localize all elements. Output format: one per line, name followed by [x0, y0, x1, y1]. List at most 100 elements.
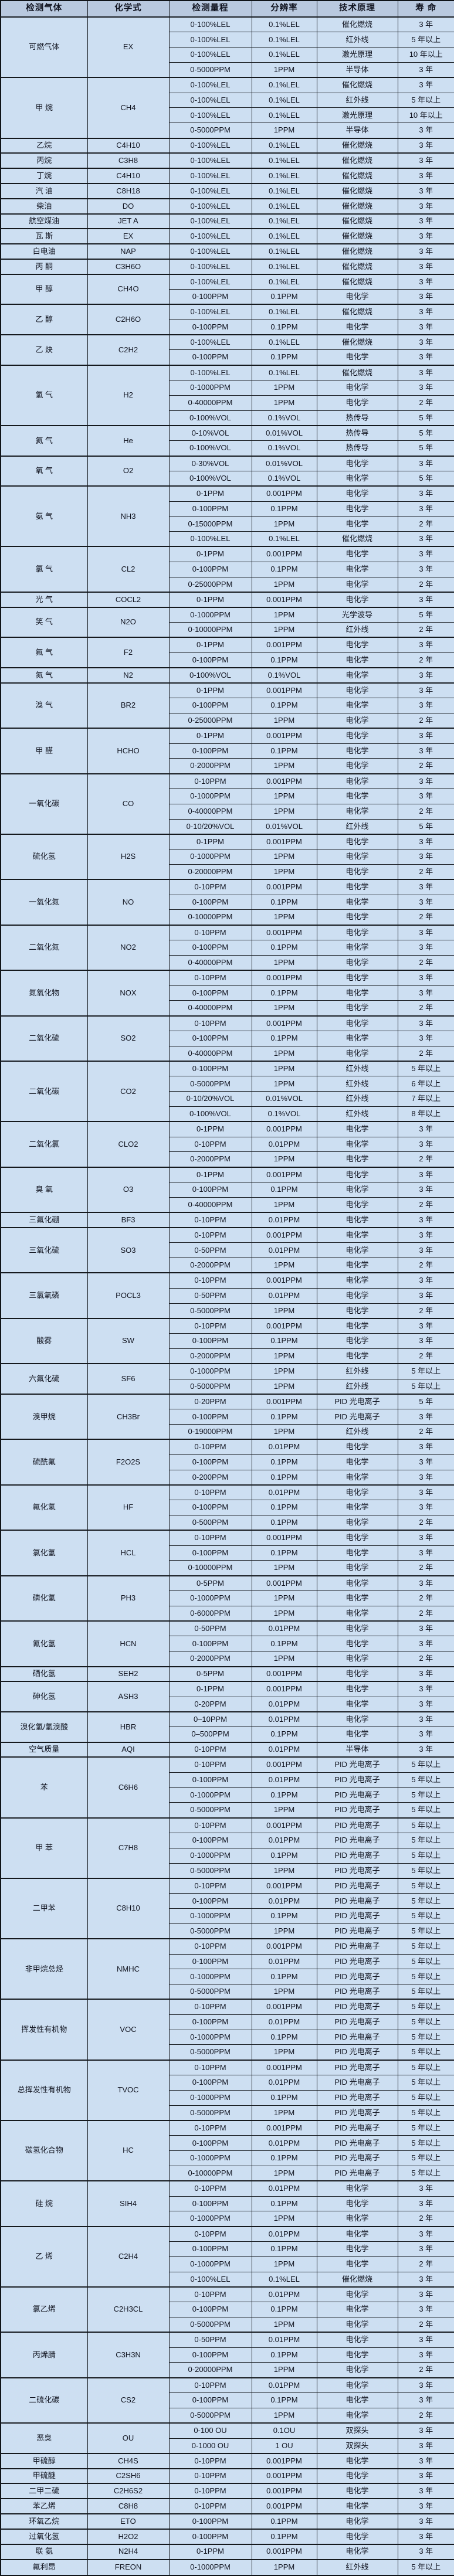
lifespan-cell: 3 年 [397, 213, 454, 229]
range-cell: 0-100PPM [168, 1772, 252, 1788]
table-row: 联 氨 N2H4 0-1PPM 0.001PPM 电化学 3 年 [0, 2543, 454, 2560]
resolution-cell: 1PPM [251, 1923, 317, 1939]
principle-cell: 电化学 [316, 909, 398, 926]
table-row: 0-1000PPM 1PPM 电化学 2 年 [1, 2211, 454, 2227]
principle-cell: 热传导 [316, 440, 398, 457]
range-cell: 0-100PPM [168, 2196, 252, 2212]
gas-name-cell: 光 气 [0, 591, 88, 608]
table-row: 臭 氧 O3 0-1PPM 0.001PPM 电化学 3 年 [0, 1166, 454, 1213]
resolution-cell: 1PPM [251, 576, 317, 593]
resolution-cell: 0.001PPM [251, 2452, 317, 2469]
table-row: 航空煤油 JET A 0-100%LEL 0.1%LEL 催化燃烧 3 年 [0, 213, 454, 229]
lifespan-cell: 3 年 [397, 2483, 454, 2499]
resolution-cell: 0.1PPM [251, 289, 317, 305]
range-cell: 0-25000PPM [168, 576, 252, 593]
table-row: 六氟化硫 SF6 0-1000PPM 1PPM 红外线 5 年以上 [0, 1363, 454, 1395]
resolution-cell: 0.1%LEL [251, 182, 317, 199]
range-cell: 0-1000PPM [168, 380, 252, 396]
table-row: 二氧化氯 CLO2 0-1PPM 0.001PPM 电化学 3 年 [0, 1121, 454, 1168]
resolution-cell: 1PPM [251, 1591, 317, 1606]
gas-name-cell: 航空煤油 [0, 213, 88, 229]
principle-cell: PID 光电离子 [316, 1863, 398, 1879]
table-row: 氨 气 NH3 0-1PPM 0.001PPM 电化学 3 年 [0, 485, 454, 547]
table-row: 0-1000PPM 1PPM 电化学 2 年 [1, 2256, 454, 2272]
principle-cell: PID 光电离子 [316, 2075, 398, 2091]
range-cell: 0-100%VOL [168, 667, 252, 684]
formula-cell: CH4O [87, 273, 170, 305]
range-cell: 0-100PPM [168, 1500, 252, 1515]
table-row: 二硫化碳 CS2 0-10PPM 0.01PPM 电化学 3 年 [0, 2377, 454, 2424]
principle-cell: PID 光电离子 [316, 2165, 398, 2181]
lifespan-cell: 3 年 [397, 833, 454, 850]
gas-name-cell: 丁烷 [0, 168, 88, 184]
resolution-cell: 1PPM [251, 1151, 317, 1168]
lifespan-cell: 3 年 [397, 62, 454, 78]
lifespan-cell: 2 年 [397, 1045, 454, 1062]
principle-cell: 催化燃烧 [316, 152, 398, 169]
gas-name-cell: 硫化氢 [0, 833, 88, 880]
lifespan-cell: 5 年 [397, 424, 454, 441]
range-cell: 0-1PPM [168, 591, 252, 608]
range-cell: 0-10/20%VOL [168, 1091, 252, 1107]
range-cell: 0-2000PPM [168, 758, 252, 774]
resolution-cell: 1PPM [251, 516, 317, 532]
formula-cell: C4H10 [87, 168, 170, 184]
lifespan-cell: 3 年 [397, 1500, 454, 1515]
range-cell: 0-20PPM [168, 1696, 252, 1712]
lifespan-cell: 3 年 [397, 879, 454, 895]
principle-cell: 催化燃烧 [316, 198, 398, 215]
table-row: 0-100PPM 0.01PPM PID 光电离子 5 年以上 [1, 2075, 454, 2091]
formula-cell: HC [87, 2119, 170, 2181]
formula-cell: CO2 [87, 1061, 170, 1122]
range-cell: 0-100PPM [168, 1454, 252, 1470]
resolution-cell: 1PPM [251, 803, 317, 820]
principle-cell: 电化学 [316, 667, 398, 684]
principle-cell: 电化学 [316, 1514, 398, 1531]
range-cell: 0-100PPM [168, 985, 252, 1001]
table-row: 碳氢化合物 HC 0-10PPM 0.001PPM PID 光电离子 5 年以上 [0, 2119, 454, 2181]
gas-name-cell: 空气质量 [0, 1741, 88, 1758]
gas-name-cell: 丙烷 [0, 152, 88, 169]
lifespan-cell: 3 年 [397, 1575, 454, 1591]
resolution-cell: 0.1PPM [251, 894, 317, 910]
gas-name-cell: 联 氨 [0, 2543, 88, 2560]
range-cell: 0-100%LEL [168, 152, 252, 169]
table-row: 柴油 DO 0-100%LEL 0.1%LEL 催化燃烧 3 年 [0, 198, 454, 215]
range-cell: 0-10PPM [168, 970, 252, 986]
table-body: 可燃气体 EX 0-100%LEL 0.1%LEL 催化燃烧 3 年 0-100%LEL 0.… [0, 16, 454, 2576]
lifespan-cell: 2 年 [397, 1591, 454, 1606]
range-cell: 0-5000PPM [168, 2407, 252, 2424]
lifespan-cell: 5 年以上 [397, 1984, 454, 2000]
table-row: 0-100PPM 0.1PPM 电化学 3 年 [1, 2347, 454, 2363]
resolution-cell: 0.01PPM [251, 1953, 317, 1970]
gas-name-cell: 硫酰氟 [0, 1439, 88, 1486]
resolution-cell: 0.001PPM [251, 1015, 317, 1031]
range-cell: 0-1PPM [168, 1681, 252, 1697]
range-cell: 0-100PPM [168, 2014, 252, 2030]
header-principle: 技术原理 [316, 0, 398, 18]
lifespan-cell: 2 年 [397, 909, 454, 926]
table-row: 0-100PPM 0.1PPM 电化学 3 年 [1, 894, 454, 910]
range-cell: 0-5000PPM [168, 2105, 252, 2121]
lifespan-cell: 5 年以上 [397, 2165, 454, 2181]
formula-cell: CO [87, 773, 170, 835]
formula-cell: POCL3 [87, 1272, 170, 1319]
table-row: 0-100PPM 0.1PPM 电化学 3 年 [1, 561, 454, 577]
resolution-cell: 0.1PPM [251, 2150, 317, 2166]
lifespan-cell: 3 年 [397, 137, 454, 154]
range-cell: 0-1000PPM [168, 1847, 252, 1864]
range-cell: 0-100PPM [168, 2075, 252, 2091]
principle-cell: 电化学 [316, 1030, 398, 1046]
lifespan-cell: 3 年 [397, 1530, 454, 1546]
table-row: 三氧化硫 SO3 0-10PPM 0.001PPM 电化学 3 年 [0, 1226, 454, 1273]
formula-cell: CS2 [87, 2377, 170, 2424]
formula-cell: SW [87, 1317, 170, 1364]
range-cell: 0-40000PPM [168, 803, 252, 820]
range-cell: 0-1PPM [168, 1121, 252, 1137]
lifespan-cell: 5 年以上 [397, 2135, 454, 2152]
principle-cell: PID 光电离子 [316, 1802, 398, 1819]
gas-name-cell: 溴甲烷 [0, 1393, 88, 1440]
principle-cell: 电化学 [316, 1469, 398, 1486]
table-row: 0-100PPM 0.01PPM PID 光电离子 5 年以上 [1, 1833, 454, 1848]
range-cell: 0-100PPM [168, 561, 252, 577]
